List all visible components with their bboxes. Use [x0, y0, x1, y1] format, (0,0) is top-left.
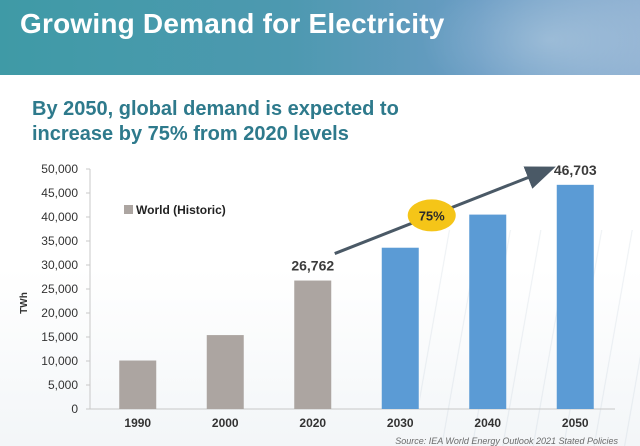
subtitle: By 2050, global demand is expected to in…	[32, 98, 399, 145]
y-tick-label: 20,000	[41, 306, 78, 320]
y-tick-label: 35,000	[41, 234, 78, 248]
page-title: Growing Demand for Electricity	[20, 8, 445, 39]
legend: World (Historic)	[124, 203, 226, 217]
bar-1990	[119, 360, 157, 409]
growth-percent-label: 75%	[419, 208, 445, 223]
y-tick-label: 25,000	[41, 282, 78, 296]
growth-annotation: 75%	[334, 166, 556, 255]
data-labels: 26,762 46,703	[291, 162, 597, 274]
source-note: Source: IEA World Energy Outlook 2021 St…	[395, 436, 618, 446]
y-tick-label: 5,000	[48, 378, 78, 392]
bar-2020	[294, 280, 332, 409]
y-tick-label: 15,000	[41, 330, 78, 344]
bar-2030	[381, 247, 419, 409]
x-axis-labels: 1990 2000 2020 2030 2040 2050	[124, 416, 589, 430]
legend-label: World (Historic)	[136, 203, 226, 217]
data-label-2050: 46,703	[554, 162, 597, 178]
y-tick-label: 50,000	[41, 162, 78, 176]
x-tick-label-2030: 2030	[387, 416, 414, 430]
legend-swatch	[124, 205, 133, 214]
x-tick-label-2050: 2050	[562, 416, 589, 430]
x-tick-label-2020: 2020	[299, 416, 326, 430]
bar-2000	[206, 335, 244, 409]
bar-series	[119, 184, 594, 409]
x-tick-label-1990: 1990	[124, 416, 151, 430]
x-tick-label-2000: 2000	[212, 416, 239, 430]
growth-badge	[407, 199, 456, 232]
bar-2050	[556, 184, 594, 409]
bar-2040	[469, 214, 507, 409]
background-decoration	[420, 230, 640, 446]
y-axis: 0 5,000 10,000 15,000 20,000 25,000 30,000 35,0…	[19, 162, 615, 416]
y-tick-label: 10,000	[41, 354, 78, 368]
y-tick-label: 30,000	[41, 258, 78, 272]
y-tick-label: 0	[71, 402, 78, 416]
y-tick-label: 40,000	[41, 210, 78, 224]
x-tick-label-2040: 2040	[474, 416, 501, 430]
y-axis-title: TWh	[19, 292, 30, 314]
y-tick-label: 45,000	[41, 186, 78, 200]
title-bar: Growing Demand for Electricity	[0, 0, 640, 75]
data-label-2020: 26,762	[291, 258, 334, 274]
